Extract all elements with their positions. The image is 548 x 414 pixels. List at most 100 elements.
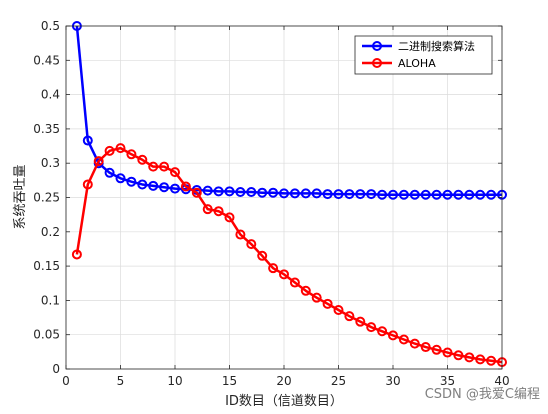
- data-point: [82, 179, 93, 190]
- data-point: [420, 342, 431, 353]
- data-point: [246, 239, 257, 250]
- data-point: [279, 269, 289, 280]
- x-tick-label: 25: [331, 374, 346, 388]
- y-tick-label: 0.5: [41, 19, 60, 33]
- data-point: [388, 330, 398, 341]
- x-axis-label: ID数目（信道数目）: [225, 394, 343, 409]
- data-point: [159, 161, 170, 172]
- x-tick-label: 40: [494, 374, 509, 388]
- data-point: [344, 311, 355, 322]
- data-point: [115, 143, 126, 154]
- ticks: [65, 25, 503, 370]
- data-point: [137, 154, 148, 165]
- legend-marker-binary: [372, 41, 382, 51]
- data-point: [170, 167, 180, 178]
- legend-marker-aloha: [372, 58, 382, 68]
- data-point: [300, 285, 311, 296]
- watermark: CSDN @我爱C编程: [425, 387, 540, 402]
- data-point: [202, 185, 213, 196]
- data-point: [213, 206, 224, 217]
- data-point: [333, 305, 344, 315]
- data-point: [202, 204, 213, 215]
- data-point: [377, 189, 388, 200]
- y-tick-label: 0: [52, 362, 60, 376]
- data-point: [464, 189, 475, 200]
- legend-label-aloha: ALOHA: [398, 57, 436, 70]
- data-point: [148, 161, 159, 172]
- data-point: [409, 189, 420, 200]
- series-layer: [71, 21, 507, 368]
- data-point: [93, 156, 104, 167]
- data-point: [235, 229, 246, 240]
- legend-label-binary: 二进制搜索算法: [398, 39, 475, 53]
- data-point: [180, 181, 191, 192]
- data-point: [279, 188, 289, 199]
- data-point: [289, 188, 300, 199]
- y-tick-label: 0.05: [33, 328, 60, 342]
- x-tick-label: 30: [385, 374, 400, 388]
- series-line: [75, 146, 503, 364]
- data-point: [289, 277, 300, 288]
- y-tick-label: 0.1: [41, 293, 60, 307]
- data-point: [475, 189, 486, 200]
- series-aloha: [71, 143, 507, 368]
- data-point: [398, 189, 409, 200]
- data-point: [148, 180, 159, 191]
- data-point: [126, 149, 137, 160]
- data-point: [322, 298, 333, 309]
- x-tick-label: 5: [117, 374, 125, 388]
- data-point: [398, 334, 409, 345]
- data-point: [224, 186, 235, 197]
- y-tick-label: 0.45: [33, 53, 60, 67]
- data-point: [366, 189, 377, 200]
- data-point: [126, 176, 137, 187]
- y-tick-label: 0.2: [41, 225, 60, 239]
- data-point: [442, 347, 453, 358]
- y-tick-label: 0.4: [41, 88, 60, 102]
- data-point: [268, 187, 279, 198]
- y-tick-label: 0.25: [33, 191, 60, 205]
- data-point: [300, 188, 311, 199]
- tick-labels: 0 5 10 15 20 25 30 35 40 0 0.05 0.1 0.15 0.2 0.25 0.3 0.…: [33, 19, 509, 388]
- data-point: [366, 322, 377, 333]
- data-point: [344, 189, 355, 200]
- data-point: [355, 316, 366, 327]
- data-point: [486, 189, 497, 200]
- data-point: [257, 187, 268, 198]
- data-point: [115, 173, 126, 184]
- data-point: [224, 212, 235, 223]
- data-point: [388, 189, 398, 200]
- y-axis-label: 系统吞吐量: [13, 164, 28, 229]
- data-point: [442, 189, 453, 200]
- x-tick-label: 0: [62, 374, 70, 388]
- x-tick-label: 15: [222, 374, 237, 388]
- data-point: [104, 145, 115, 156]
- data-point: [431, 344, 442, 355]
- x-tick-label: 10: [167, 374, 182, 388]
- data-point: [333, 189, 344, 200]
- x-tick-label: 35: [440, 374, 455, 388]
- legend: 二进制搜索算法 ALOHA: [354, 35, 493, 75]
- data-point: [486, 355, 497, 366]
- data-point: [268, 263, 279, 274]
- series-line: [75, 25, 502, 197]
- data-point: [213, 186, 224, 197]
- data-point: [420, 189, 431, 200]
- data-point: [170, 183, 180, 194]
- data-point: [257, 250, 268, 261]
- data-point: [409, 338, 420, 349]
- y-tick-label: 0.15: [33, 259, 60, 273]
- y-tick-label: 0.3: [41, 156, 60, 170]
- data-point: [137, 179, 148, 190]
- x-tick-label: 20: [276, 374, 291, 388]
- data-point: [377, 326, 388, 337]
- y-tick-label: 0.35: [33, 122, 60, 136]
- data-point: [159, 182, 170, 193]
- data-point: [235, 187, 246, 198]
- data-point: [453, 189, 464, 200]
- data-point: [431, 189, 442, 200]
- data-point: [191, 187, 202, 198]
- data-point: [311, 188, 322, 199]
- data-point: [104, 167, 115, 178]
